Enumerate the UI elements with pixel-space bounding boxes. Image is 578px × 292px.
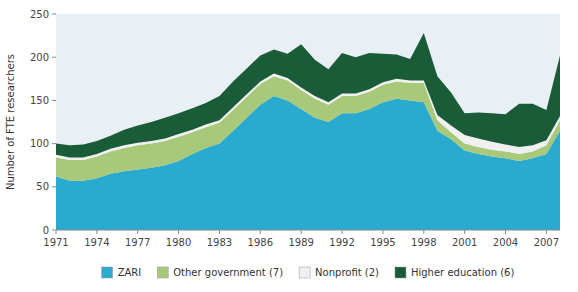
x-tick-label: 1992 xyxy=(329,237,354,248)
areas xyxy=(56,33,560,230)
y-tick xyxy=(52,186,56,187)
x-tick-label: 1989 xyxy=(288,237,313,248)
legend-swatch xyxy=(157,267,168,278)
legend-label: Higher education (6) xyxy=(411,267,514,278)
legend-label: ZARI xyxy=(118,267,142,278)
x-tick-label: 1995 xyxy=(370,237,395,248)
y-tick-label: 200 xyxy=(30,52,49,63)
legend-item: Nonprofit (2) xyxy=(299,267,379,278)
x-tick xyxy=(546,230,547,234)
y-tick-label: 150 xyxy=(30,95,49,106)
x-tick-label: 1974 xyxy=(84,237,109,248)
x-tick xyxy=(96,230,97,234)
legend-item: Higher education (6) xyxy=(395,267,514,278)
x-tick-label: 2004 xyxy=(493,237,518,248)
x-tick-label: 1983 xyxy=(207,237,232,248)
x-tick-label: 2007 xyxy=(534,237,559,248)
legend-swatch xyxy=(395,267,406,278)
x-tick xyxy=(342,230,343,234)
chart: 1971 1974 1977 1980 1983 1986 1989 1992 1995 1998… xyxy=(0,0,578,292)
y-tick xyxy=(52,100,56,101)
x-tick xyxy=(464,230,465,234)
x-tick xyxy=(219,230,220,234)
area xyxy=(56,33,560,157)
x-tick xyxy=(260,230,261,234)
x-tick-label: 1986 xyxy=(248,237,273,248)
y-tick-label: 100 xyxy=(30,138,49,149)
x-tick xyxy=(301,230,302,234)
x-tick-label: 2001 xyxy=(452,237,477,248)
legend-item: ZARI xyxy=(102,267,142,278)
x-tick xyxy=(178,230,179,234)
x-tick xyxy=(505,230,506,234)
x-axis-line xyxy=(56,230,560,231)
y-tick xyxy=(52,143,56,144)
y-tick xyxy=(52,57,56,58)
y-tick-label: 50 xyxy=(36,181,49,192)
y-tick-label: 0 xyxy=(43,225,49,236)
y-tick xyxy=(52,14,56,15)
x-tick-label: 1980 xyxy=(166,237,191,248)
x-tick-label: 1998 xyxy=(411,237,436,248)
legend-swatch xyxy=(102,267,113,278)
x-tick xyxy=(56,230,57,234)
legend-label: Other government (7) xyxy=(173,267,283,278)
x-tick-label: 1977 xyxy=(125,237,150,248)
legend-swatch xyxy=(299,267,310,278)
plot-background xyxy=(56,14,560,230)
y-tick-label: 250 xyxy=(30,9,49,20)
y-axis-label: Number of FTE researchers xyxy=(5,54,16,190)
x-tick-label: 1971 xyxy=(43,237,68,248)
x-tick xyxy=(382,230,383,234)
legend-item: Other government (7) xyxy=(157,267,283,278)
x-tick xyxy=(137,230,138,234)
legend-label: Nonprofit (2) xyxy=(315,267,379,278)
x-tick xyxy=(423,230,424,234)
y-tick xyxy=(52,230,56,231)
legend: ZARI Other government (7) Nonprofit (2) Hig… xyxy=(102,267,515,278)
